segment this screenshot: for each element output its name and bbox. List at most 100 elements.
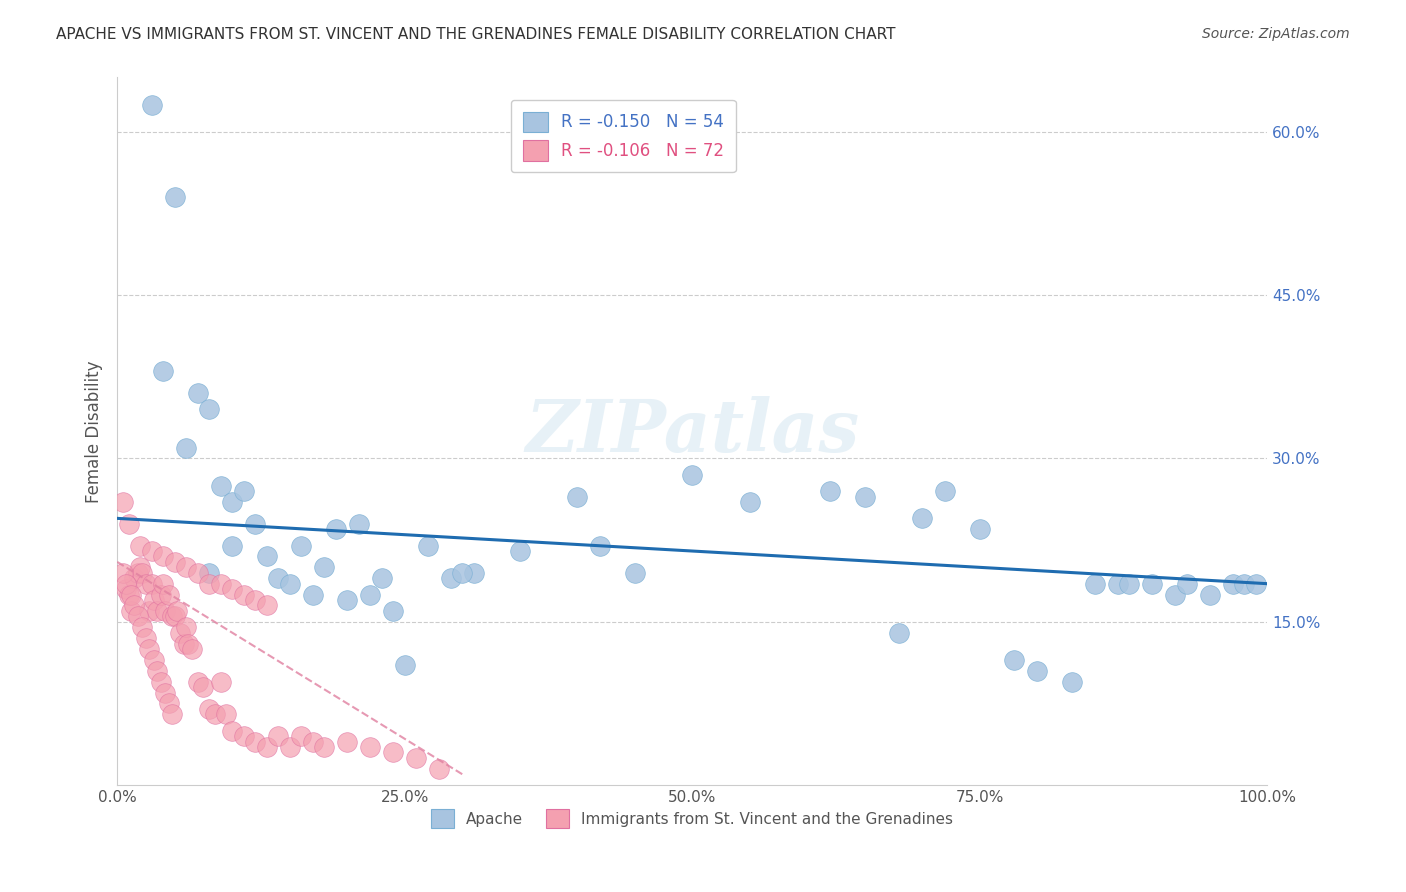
Point [382, 604, 405, 618]
Point [370, 571, 392, 585]
Point [1002, 653, 1025, 667]
Point [174, 620, 197, 634]
Point [157, 588, 180, 602]
Point [187, 386, 209, 401]
Point [589, 539, 612, 553]
Point [278, 576, 301, 591]
Point [1233, 576, 1256, 591]
Point [131, 620, 153, 634]
Point [336, 734, 359, 748]
Point [416, 539, 439, 553]
Point [405, 751, 427, 765]
Point [934, 484, 956, 499]
Point [169, 625, 191, 640]
Point [149, 674, 172, 689]
Point [173, 636, 195, 650]
Point [215, 707, 238, 722]
Point [623, 566, 645, 580]
Point [969, 522, 991, 536]
Point [245, 516, 267, 531]
Point [1107, 576, 1129, 591]
Point [111, 566, 134, 580]
Point [1026, 664, 1049, 678]
Point [138, 642, 160, 657]
Point [221, 723, 243, 738]
Point [325, 522, 347, 536]
Point [1060, 674, 1083, 689]
Point [463, 566, 485, 580]
Point [1164, 588, 1187, 602]
Point [1222, 576, 1244, 591]
Point [245, 593, 267, 607]
Point [301, 588, 323, 602]
Legend: Apache, Immigrants from St. Vincent and the Grenadines: Apache, Immigrants from St. Vincent and … [425, 803, 959, 834]
Point [152, 364, 174, 378]
Text: APACHE VS IMMIGRANTS FROM ST. VINCENT AND THE GRENADINES FEMALE DISABILITY CORRE: APACHE VS IMMIGRANTS FROM ST. VINCENT AN… [56, 27, 896, 42]
Point [155, 685, 177, 699]
Point [131, 566, 153, 580]
Point [290, 539, 312, 553]
Point [359, 739, 381, 754]
Point [198, 576, 221, 591]
Point [152, 576, 174, 591]
Point [146, 604, 169, 618]
Point [115, 576, 138, 591]
Point [166, 604, 188, 618]
Point [820, 484, 842, 499]
Point [314, 739, 336, 754]
Point [141, 544, 163, 558]
Point [290, 729, 312, 743]
Point [198, 402, 221, 417]
Point [120, 588, 142, 602]
Point [152, 549, 174, 564]
Point [146, 664, 169, 678]
Text: Source: ZipAtlas.com: Source: ZipAtlas.com [1202, 27, 1350, 41]
Point [911, 511, 934, 525]
Point [245, 734, 267, 748]
Point [567, 490, 589, 504]
Text: ZIPatlas: ZIPatlas [526, 396, 859, 467]
Point [451, 566, 474, 580]
Point [198, 702, 221, 716]
Point [314, 560, 336, 574]
Point [162, 707, 184, 722]
Point [198, 566, 221, 580]
Point [256, 739, 278, 754]
Point [853, 490, 876, 504]
Point [221, 582, 243, 596]
Point [347, 516, 370, 531]
Point [174, 441, 197, 455]
Point [232, 484, 254, 499]
Point [440, 571, 463, 585]
Point [336, 593, 359, 607]
Point [221, 539, 243, 553]
Point [162, 609, 184, 624]
Point [174, 560, 197, 574]
Point [163, 609, 186, 624]
Point [129, 539, 152, 553]
Point [209, 479, 232, 493]
Point [124, 599, 146, 613]
Point [120, 604, 142, 618]
Point [187, 674, 209, 689]
Point [256, 599, 278, 613]
Point [738, 495, 761, 509]
Point [394, 658, 416, 673]
Point [1142, 576, 1164, 591]
Point [111, 495, 134, 509]
Point [124, 571, 146, 585]
Point [138, 604, 160, 618]
Point [157, 697, 180, 711]
Point [1244, 576, 1267, 591]
Point [181, 642, 204, 657]
Point [427, 762, 450, 776]
Point [163, 190, 186, 204]
Y-axis label: Female Disability: Female Disability [86, 360, 103, 502]
Point [177, 636, 200, 650]
Point [267, 571, 290, 585]
Point [278, 739, 301, 754]
Point [187, 566, 209, 580]
Point [359, 588, 381, 602]
Point [1198, 588, 1220, 602]
Point [118, 516, 141, 531]
